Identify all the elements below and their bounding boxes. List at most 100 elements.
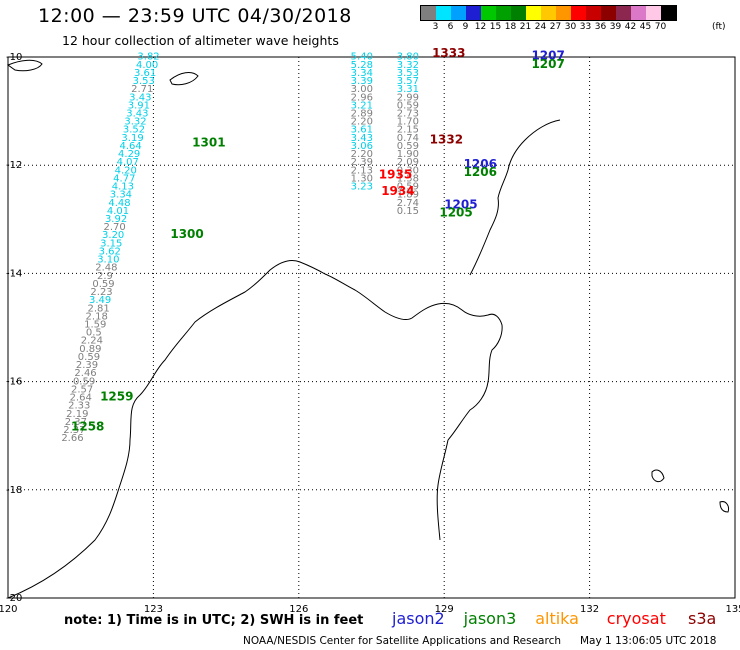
lon-label: 129: [435, 604, 454, 615]
swh-value: 2.99: [397, 92, 419, 103]
lat-label: -16: [6, 377, 22, 388]
swh-value: 0.30: [397, 165, 419, 176]
island-c: [651, 469, 665, 483]
colorbar-label: 39: [609, 22, 622, 32]
swh-value: 0.59: [397, 100, 419, 111]
swh-value: 0.59: [92, 279, 114, 290]
swh-value: 3.32: [397, 60, 419, 71]
swh-value: 4.13: [112, 182, 134, 193]
altimeter-tracks: 3.824.003.613.532.713.433.913.433.323.52…: [61, 52, 419, 444]
swh-value: 3.80: [397, 52, 419, 63]
swh-value: 0.5: [86, 328, 102, 339]
swh-value: 0.15: [397, 206, 419, 217]
lat-label: -14: [6, 268, 22, 279]
colorbar-label: 3: [432, 22, 439, 32]
colorbar-cell: [571, 6, 586, 20]
lon-label: 126: [289, 604, 308, 615]
pass-time-label: 1207: [531, 57, 564, 71]
colorbar-cell: [481, 6, 496, 20]
swh-value: 1.89: [397, 190, 419, 201]
island-b: [169, 72, 199, 86]
colorbar-unit: (ft): [712, 22, 726, 32]
swh-value: 3.23: [351, 182, 373, 193]
swh-value: 3.15: [100, 238, 122, 249]
colorbar-cell: [601, 6, 616, 20]
swh-value: 3.43: [129, 92, 151, 103]
lat-label: -18: [6, 485, 22, 496]
swh-value: 4.20: [115, 165, 137, 176]
swh-value: 2.74: [397, 198, 419, 209]
swh-value: 1.59: [84, 320, 106, 331]
swh-value: 0.59: [397, 182, 419, 193]
colorbar-cell: [421, 6, 436, 20]
coastline-north: [469, 119, 561, 276]
swh-value: 3.20: [102, 230, 124, 241]
swh-value: 2.19: [66, 409, 88, 420]
swh-value: 2.09: [397, 157, 419, 168]
swh-value: 0.89: [79, 344, 101, 355]
colorbar-labels: (ft) 3 6 9 12 15 18 21 24 27 30 33 36 39 42 45 70: [420, 22, 726, 36]
swh-value: 2.20: [351, 149, 373, 160]
swh-value: 2.57: [71, 384, 93, 395]
swh-value: 2.64: [70, 393, 92, 404]
colorbar-label: 12: [474, 22, 487, 32]
swh-value: 3.31: [397, 84, 419, 95]
swh-value: 3.19: [121, 133, 143, 144]
colorbar-label: 21: [519, 22, 532, 32]
legend-item-jason2: jason2: [392, 609, 445, 628]
pass-time-label: 1935: [379, 168, 412, 182]
pass-time-label: 1301: [192, 135, 225, 149]
map-title: 12:00 — 23:59 UTC 04/30/2018: [38, 5, 352, 27]
colorbar-cell: [631, 6, 646, 20]
swh-value: 2.81: [87, 303, 109, 314]
swh-value: 3.21: [351, 100, 373, 111]
swh-value: 3.10: [97, 255, 119, 266]
pass-time-label: 1206: [464, 157, 497, 171]
colorbar-cell: [541, 6, 556, 20]
island-a: [6, 59, 43, 72]
swh-value: 3.39: [351, 76, 373, 87]
pass-time-label: 1934: [381, 184, 414, 198]
swh-value: 3.57: [397, 76, 419, 87]
colorbar-label: 18: [504, 22, 517, 32]
swh-value: 2.39: [351, 157, 373, 168]
pass-time-label: 1258: [71, 419, 104, 433]
swh-value: 3.92: [105, 214, 127, 225]
swh-value: 4.07: [117, 157, 139, 168]
pass-time-label: 1206: [464, 165, 497, 179]
swh-value: 2.13: [351, 165, 373, 176]
lat-label: -20: [6, 593, 22, 604]
swh-value: 4.77: [113, 173, 135, 184]
swh-value: 0.74: [397, 133, 419, 144]
colorbar-label: 36: [594, 22, 607, 32]
swh-value: 2.37: [63, 425, 85, 436]
lon-label: 120: [0, 604, 18, 615]
swh-value: 3.00: [351, 84, 373, 95]
lon-label: 123: [144, 604, 163, 615]
swh-value: 2.9: [97, 271, 113, 282]
swh-value: 4.29: [118, 149, 140, 160]
colorbar-cell: [526, 6, 541, 20]
swh-value: 2.20: [351, 117, 373, 128]
colorbar-cells: [420, 5, 677, 21]
pass-time-label: 1259: [100, 390, 133, 404]
swh-value: 3.61: [134, 68, 156, 79]
swh-value: 2.39: [76, 360, 98, 371]
swh-value: 4.48: [108, 198, 130, 209]
colorbar: (ft) 3 6 9 12 15 18 21 24 27 30 33 36 39 42 45 70: [420, 5, 726, 36]
swh-value: 3.49: [89, 295, 111, 306]
swh-value: 4.01: [107, 206, 129, 217]
colorbar-cell: [556, 6, 571, 20]
swh-value: 3.52: [123, 125, 145, 136]
colorbar-label: 9: [462, 22, 469, 32]
coastline: [6, 59, 729, 599]
lon-label: 132: [580, 604, 599, 615]
swh-value: 3.43: [126, 109, 148, 120]
swh-value: 3.82: [137, 52, 159, 63]
swh-value: 3.61: [351, 125, 373, 136]
swh-value: 2.48: [95, 263, 117, 274]
swh-value: 0.59: [78, 352, 100, 363]
legend-item-altika: altika: [535, 609, 579, 628]
